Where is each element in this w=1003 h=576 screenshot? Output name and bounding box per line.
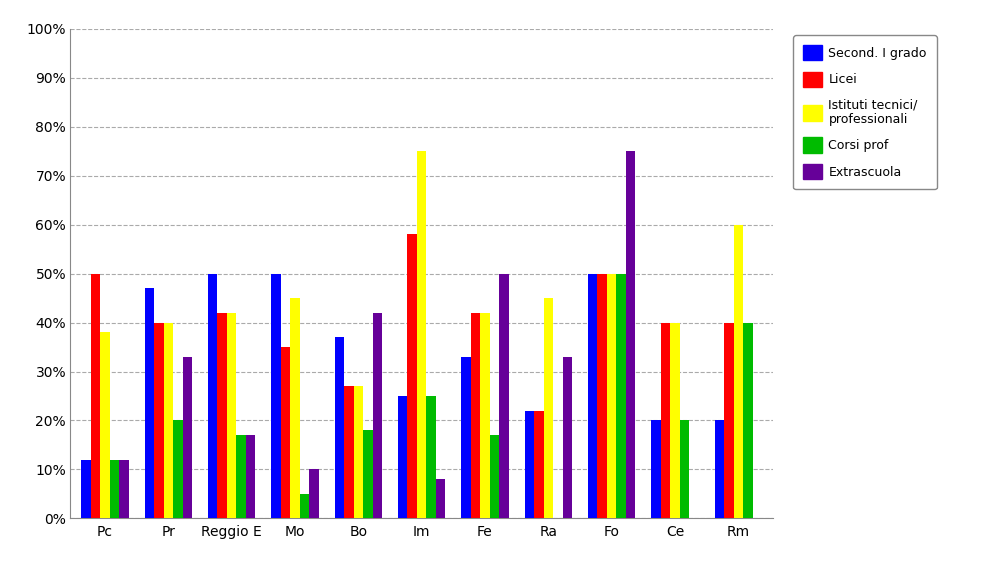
Bar xyxy=(407,234,416,518)
Bar xyxy=(660,323,670,518)
Bar xyxy=(498,274,509,518)
Bar xyxy=(271,274,281,518)
Bar xyxy=(90,274,100,518)
Bar xyxy=(670,323,679,518)
Bar xyxy=(397,396,407,518)
Bar xyxy=(218,313,227,518)
Bar xyxy=(426,396,435,518)
Bar xyxy=(651,420,660,518)
Bar xyxy=(588,274,597,518)
Bar xyxy=(742,323,752,518)
Bar xyxy=(100,332,109,518)
Bar xyxy=(353,386,363,518)
Bar xyxy=(363,430,372,518)
Bar xyxy=(733,225,742,518)
Bar xyxy=(237,435,246,518)
Bar xyxy=(524,411,534,518)
Bar xyxy=(479,313,489,518)
Bar xyxy=(723,323,733,518)
Bar xyxy=(290,298,300,518)
Bar xyxy=(534,411,543,518)
Bar xyxy=(606,274,616,518)
Bar xyxy=(562,357,572,518)
Bar xyxy=(344,386,353,518)
Bar xyxy=(154,323,163,518)
Bar xyxy=(460,357,470,518)
Bar xyxy=(489,435,498,518)
Bar xyxy=(173,420,183,518)
Bar xyxy=(300,494,309,518)
Bar xyxy=(470,313,479,518)
Bar xyxy=(246,435,255,518)
Bar xyxy=(372,313,382,518)
Bar xyxy=(309,469,319,518)
Bar xyxy=(183,357,192,518)
Bar xyxy=(714,420,723,518)
Bar xyxy=(616,274,625,518)
Bar xyxy=(334,338,344,518)
Legend: Second. I grado, Licei, Istituti tecnici/
professionali, Corsi prof, Extrascuola: Second. I grado, Licei, Istituti tecnici… xyxy=(792,35,936,189)
Bar xyxy=(435,479,445,518)
Bar xyxy=(109,460,119,518)
Bar xyxy=(679,420,688,518)
Bar xyxy=(144,289,154,518)
Bar xyxy=(81,460,90,518)
Bar xyxy=(163,323,173,518)
Bar xyxy=(597,274,606,518)
Bar xyxy=(281,347,290,518)
Bar xyxy=(416,151,426,518)
Bar xyxy=(625,151,635,518)
Bar xyxy=(208,274,218,518)
Bar xyxy=(543,298,553,518)
Bar xyxy=(119,460,128,518)
Bar xyxy=(227,313,237,518)
